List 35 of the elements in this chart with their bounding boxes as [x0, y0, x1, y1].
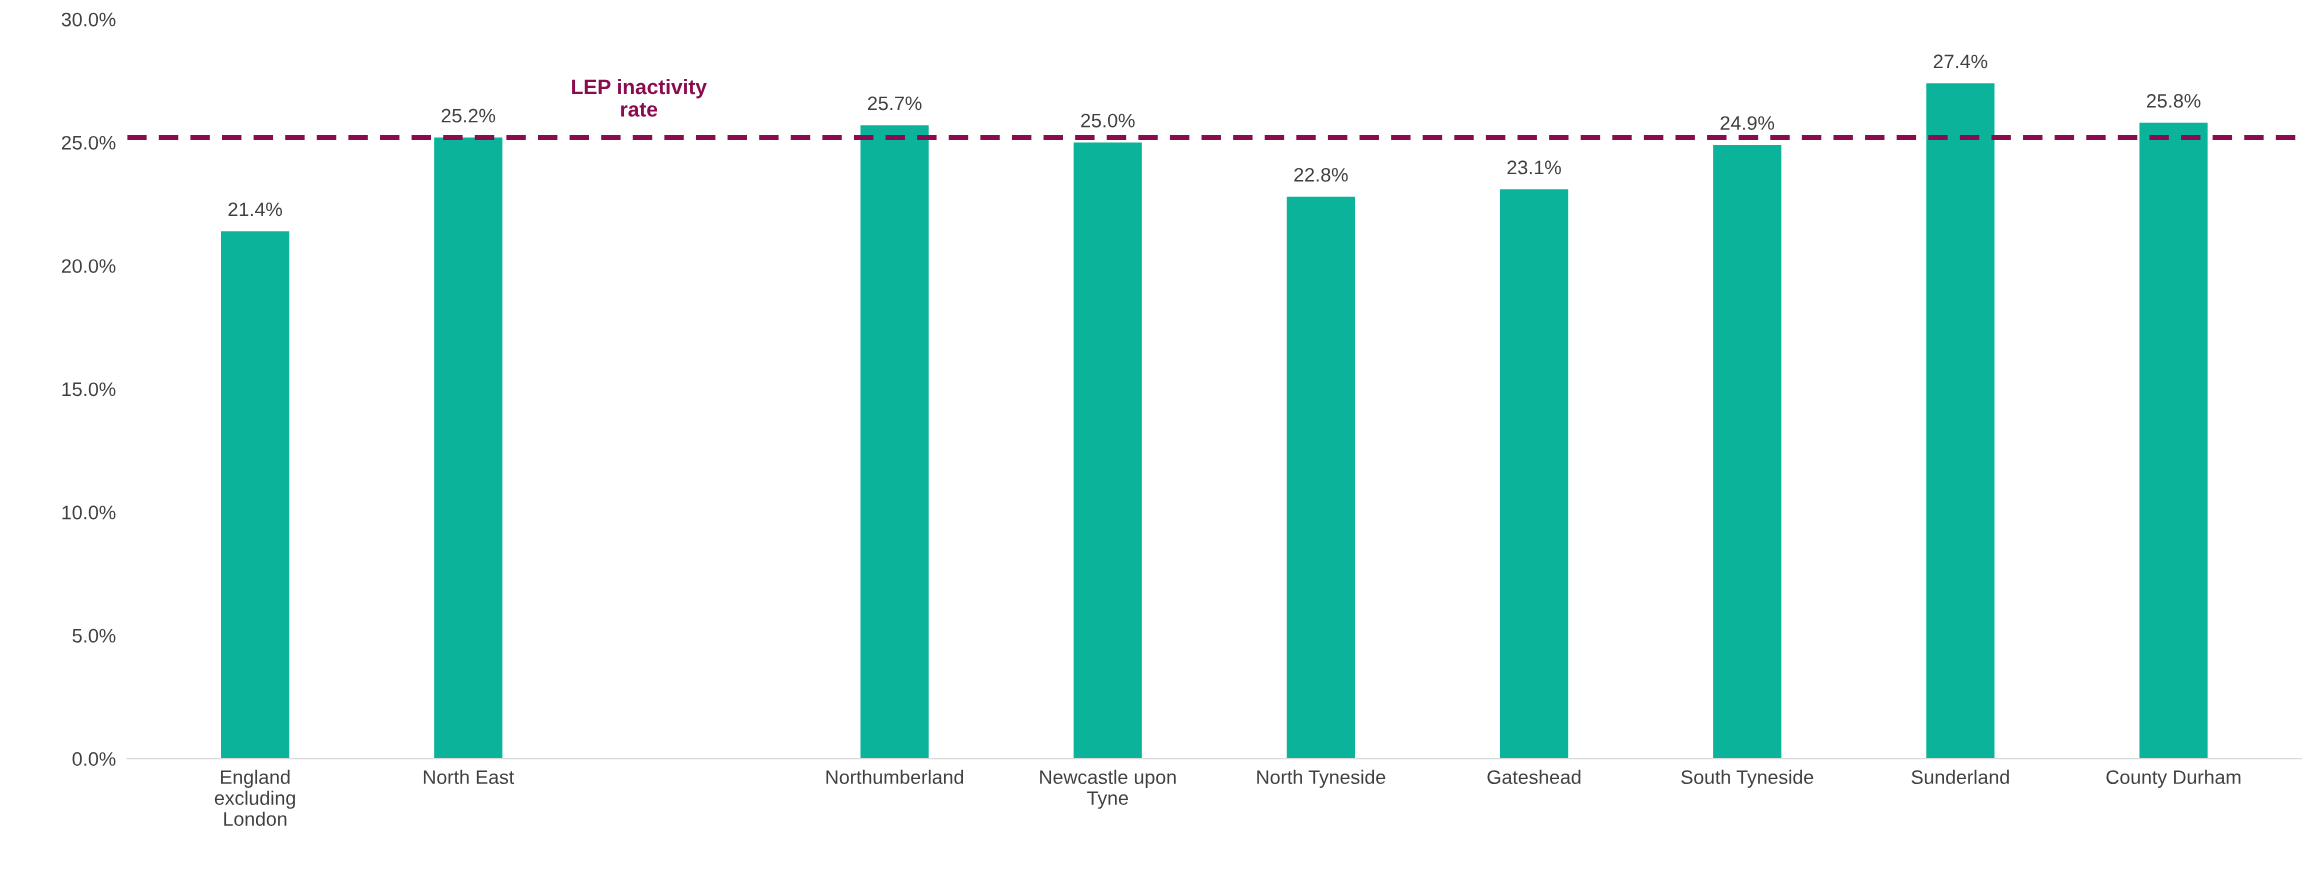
x-tick-label: County Durham: [2106, 769, 2241, 788]
bar: [860, 125, 929, 759]
data-label: 25.0%: [1081, 113, 1135, 128]
y-tick-label: 5.0%: [72, 628, 116, 643]
y-tick-label: 15.0%: [62, 382, 116, 397]
data-label: 22.8%: [1294, 167, 1348, 182]
bar: [1286, 196, 1356, 759]
bar: [1073, 142, 1142, 759]
ref-line-label: LEP inactivity rate: [572, 78, 707, 117]
data-label: 21.4%: [228, 202, 282, 217]
x-tick-label: Northumberland: [826, 769, 964, 785]
bar: [1713, 144, 1782, 759]
y-tick-label: 0.0%: [72, 752, 116, 766]
x-tick-label: Newcastle upon Tyne: [1040, 769, 1176, 809]
bar: [434, 137, 503, 759]
data-label: 25.7%: [868, 96, 922, 111]
x-tick-label: England excluding London: [214, 769, 295, 826]
data-label: 25.8%: [2146, 93, 2201, 108]
x-tick-label: South Tyneside: [1681, 769, 1814, 788]
data-label: 24.9%: [1720, 116, 1775, 130]
y-tick-label: 20.0%: [61, 259, 116, 273]
bar: [1499, 189, 1569, 759]
y-tick-label: 10.0%: [62, 505, 116, 520]
x-tick-label: Gateshead: [1487, 769, 1581, 785]
data-label: 27.4%: [1933, 54, 1988, 69]
x-tick-label: North East: [423, 769, 515, 785]
bar: [1926, 83, 1995, 759]
y-tick-label: 30.0%: [61, 12, 116, 27]
data-label: 23.1%: [1507, 160, 1561, 175]
data-label: 25.2%: [441, 108, 496, 123]
y-tick-label: 25.0%: [61, 135, 116, 150]
x-tick-label: North Tyneside: [1257, 769, 1386, 788]
bar: [2139, 122, 2208, 759]
x-tick-label: Sunderland: [1911, 769, 2009, 785]
bar: [221, 231, 290, 759]
